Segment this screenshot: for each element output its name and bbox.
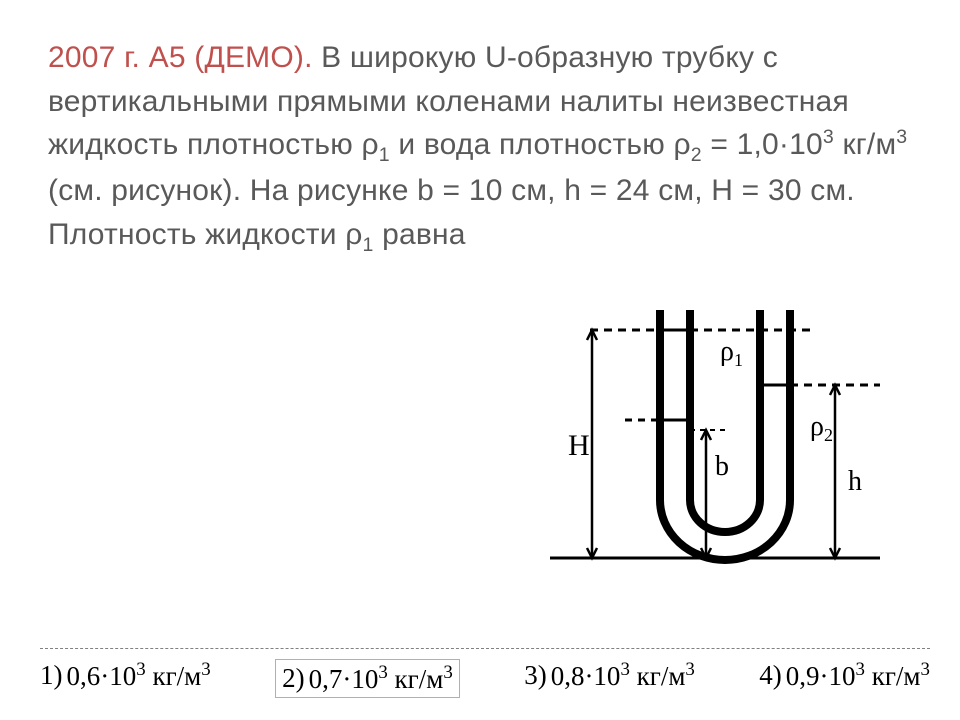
answer-num: 1): [40, 660, 63, 691]
svg-text:ρ1: ρ1: [720, 336, 743, 370]
answer-option-3[interactable]: 3)0,8·103 кг/м3: [524, 659, 695, 692]
rho2-sub: 2: [691, 144, 702, 166]
answers-row: 1)0,6·103 кг/м3 2)0,7·103 кг/м3 3)0,8·103 …: [40, 648, 930, 698]
exp4: 3: [896, 126, 907, 148]
u-tube-diagram: H b h ρ1 ρ2: [530, 300, 900, 600]
answer-num: 2): [282, 663, 305, 694]
answer-value: 0,6·103 кг/м3: [67, 659, 211, 692]
rho1-sub: 1: [379, 144, 390, 166]
seg2: и вода плотностью ρ: [390, 128, 691, 161]
answer-option-1[interactable]: 1)0,6·103 кг/м3: [40, 659, 211, 692]
seg6: равна: [374, 218, 466, 251]
answer-option-2[interactable]: 2)0,7·103 кг/м3: [275, 659, 460, 698]
figure-area: H b h ρ1 ρ2: [530, 300, 900, 600]
problem-label: 2007 г. А5 (ДЕМО).: [48, 41, 313, 74]
answer-option-4[interactable]: 4)0,9·103 кг/м3: [759, 659, 930, 692]
label-b: b: [715, 451, 729, 482]
answer-value: 0,8·103 кг/м3: [551, 659, 695, 692]
seg3: = 1,0·10: [702, 128, 823, 161]
rho1b-sub: 1: [363, 234, 374, 256]
problem-text: 2007 г. А5 (ДЕМО). В широкую U-образную …: [48, 36, 916, 259]
answers-container: 1)0,6·103 кг/м3 2)0,7·103 кг/м3 3)0,8·103 …: [40, 648, 930, 698]
exp3: 3: [823, 126, 834, 148]
answer-value: 0,9·103 кг/м3: [786, 659, 930, 692]
slide: 2007 г. А5 (ДЕМО). В широкую U-образную …: [0, 0, 960, 720]
answer-value: 0,7·103 кг/м3: [309, 662, 453, 695]
label-H: H: [568, 429, 590, 462]
label-h: h: [848, 466, 862, 497]
seg4: кг/м: [834, 128, 896, 161]
answer-num: 4): [759, 660, 782, 691]
answer-num: 3): [524, 660, 547, 691]
svg-text:ρ2: ρ2: [810, 411, 833, 445]
